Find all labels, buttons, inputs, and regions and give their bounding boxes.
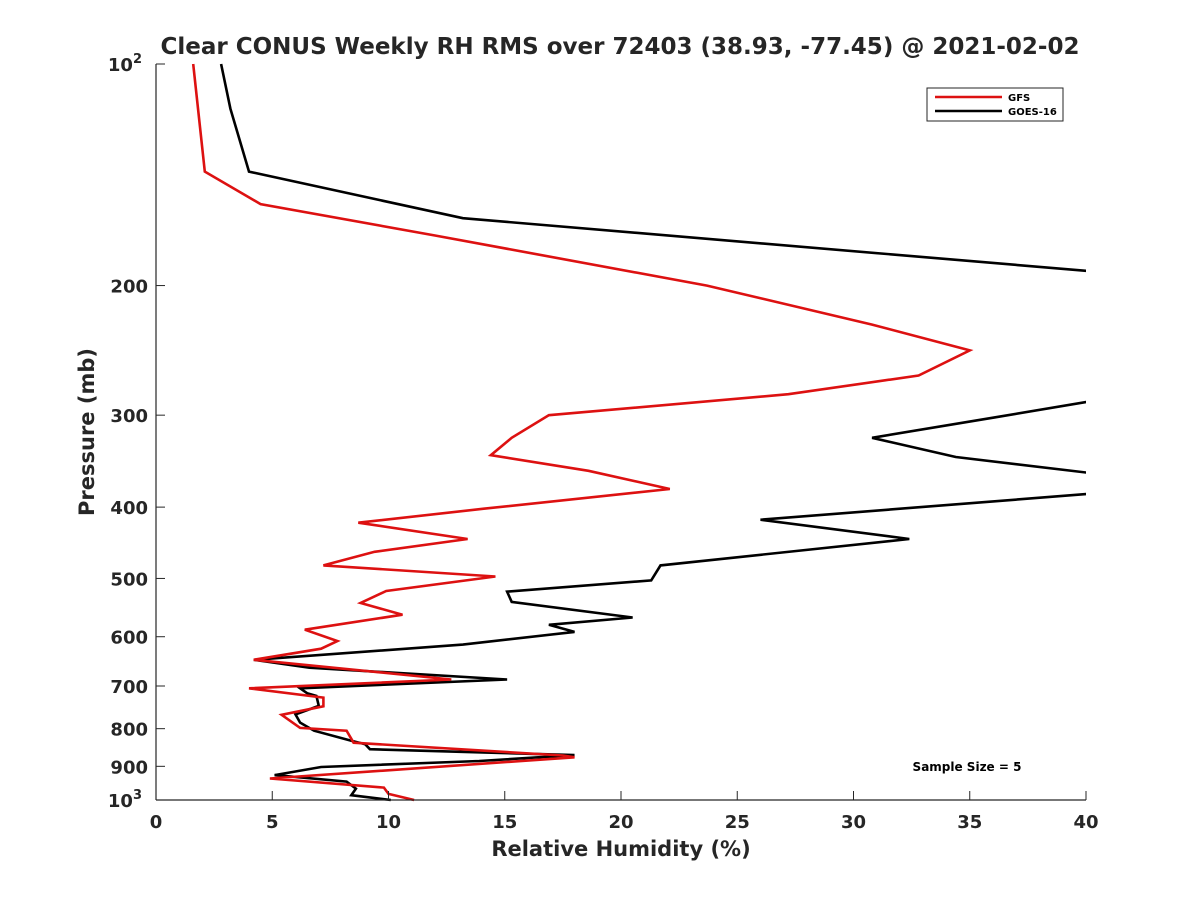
y-axis-label: Pressure (mb) [75,348,99,516]
y-tick-label: 500 [110,569,148,590]
legend-label-goes16: GOES-16 [1008,107,1057,118]
y-tick-label: 600 [110,628,148,649]
legend-box [926,87,1064,122]
sample-size-annotation: Sample Size = 5 [913,760,1022,774]
x-tick-label: 20 [608,812,633,833]
x-tick-label: 15 [492,812,517,833]
x-tick-label: 40 [1073,812,1098,833]
x-axis-ticks: 0 5 10 15 20 25 30 35 40 [150,791,1099,833]
x-tick-label: 30 [841,812,866,833]
y-tick-label: 400 [110,498,148,519]
legend: GFS GOES-16 [926,87,1064,122]
y-tick-label: 102 [108,52,142,76]
y-tick-label: 103 [108,788,142,812]
series-line-goes16-1 [871,400,1086,474]
series-line-goes16-0 [219,63,1086,273]
x-axis-label: Relative Humidity (%) [491,837,750,861]
y-tick-label: 800 [110,720,148,741]
x-tick-label: 5 [266,812,279,833]
chart-title: Clear CONUS Weekly RH RMS over 72403 (38… [161,34,1080,60]
plot-lines [191,63,1086,802]
y-tick-label: 700 [110,677,148,698]
y-axis-ticks: 102 200 300 400 500 600 700 800 900 103 [108,52,165,812]
y-tick-label: 300 [110,406,148,427]
x-tick-label: 10 [376,812,401,833]
y-tick-label: 900 [110,757,148,778]
x-tick-label: 0 [150,812,163,833]
legend-label-gfs: GFS [1008,93,1030,104]
y-tick-label: 200 [110,277,148,298]
series-line-goes16-2 [253,492,1086,802]
series-line-gfs-0 [191,63,974,802]
x-tick-label: 35 [957,812,982,833]
x-tick-label: 25 [725,812,750,833]
